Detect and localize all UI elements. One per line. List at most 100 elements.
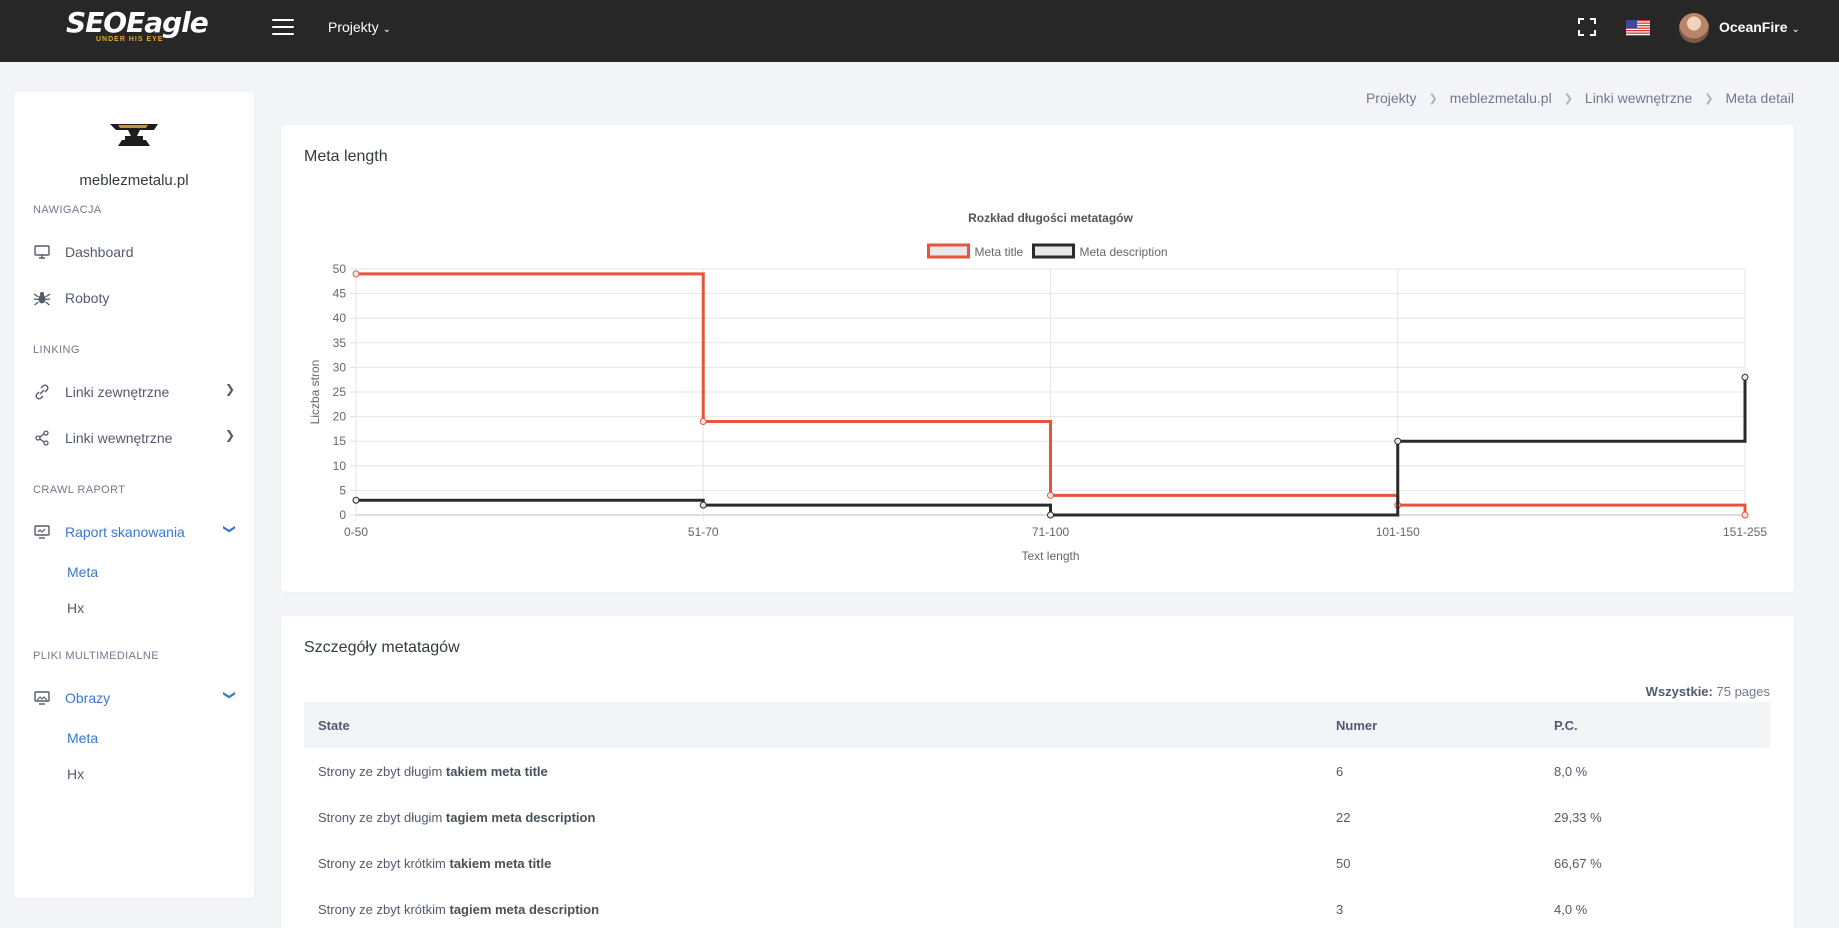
x-tick-label: 71-100 (1032, 525, 1070, 539)
breadcrumb-current: Meta detail (1725, 90, 1794, 106)
meta-length-chart: Rozkład długości metatagów Meta title Meta… (308, 211, 1767, 563)
breadcrumb: Projekty ❯ meblezmetalu.pl ❯ Linki wewnę… (1366, 90, 1794, 106)
state-prefix: Strony ze zbyt krótkim (318, 901, 450, 917)
y-tick-label: 50 (333, 262, 347, 276)
total-label: Wszystkie: (1645, 684, 1713, 699)
y-tick-label: 0 (339, 508, 346, 522)
breadcrumb-internal-links[interactable]: Linki wewnętrzne (1584, 90, 1693, 106)
table-header-row: State Numer P.C. (304, 702, 1770, 748)
anvil-logo-icon (110, 124, 158, 146)
x-tick-label: 0-50 (344, 525, 368, 539)
breadcrumb-projects[interactable]: Projekty (1365, 90, 1417, 106)
table-row: Strony ze zbyt krótkim tagiem meta descr… (304, 886, 1770, 928)
table-cell-number: 22 (1336, 809, 1351, 825)
table-cell-number: 3 (1336, 901, 1344, 917)
sidebar-item-external-links[interactable]: Linki zewnętrzne ❯ (33, 380, 235, 404)
table-cell-pc: 4,0 % (1554, 901, 1588, 917)
section-title-nav: NAWIGACJA (33, 204, 102, 216)
sidebar-subitem-scan-meta[interactable]: Meta (67, 564, 99, 580)
chevron-down-icon: ❯ (222, 523, 237, 535)
projects-label: Projekty (328, 19, 379, 35)
y-tick-label: 45 (333, 287, 347, 301)
username: OceanFire (1719, 19, 1788, 35)
table-card: Szczegóły metatagów Wszystkie: 75 pages … (281, 616, 1794, 928)
data-point (1741, 511, 1749, 519)
sidebar-item-roboty[interactable]: Roboty (33, 286, 235, 310)
state-tag: tagiem meta description (445, 809, 596, 825)
breadcrumb-site[interactable]: meblezmetalu.pl (1449, 90, 1552, 106)
column-header-pc[interactable]: P.C. (1540, 702, 1770, 748)
data-point (1047, 511, 1054, 519)
table-row: Strony ze zbyt długim takiem meta title … (304, 748, 1770, 794)
y-axis-title: Liczba stron (308, 360, 322, 425)
table-cell-number: 6 (1336, 763, 1344, 779)
sidebar-item-label: Raport skanowania (65, 524, 185, 540)
state-tag: takiem meta title (449, 855, 552, 871)
app-logo[interactable]: SEOEagle UNDER HIS EYE (66, 8, 209, 54)
logo-subtitle: UNDER HIS EYE (96, 36, 164, 43)
x-tick-label: 51-70 (688, 525, 719, 539)
sidebar-subitem-scan-hx[interactable]: Hx (67, 600, 85, 616)
state-prefix: Strony ze zbyt długim (318, 809, 446, 825)
data-point (699, 418, 707, 426)
state-prefix: Strony ze zbyt długim (318, 763, 446, 779)
table-cell-state: Strony ze zbyt długim tagiem meta descri… (304, 794, 1322, 840)
y-tick-label: 40 (333, 311, 347, 325)
share-nodes-icon (33, 429, 51, 447)
sidebar-subitem-images-hx[interactable]: Hx (67, 766, 85, 782)
x-axis-title: Text length (1021, 549, 1079, 563)
y-tick-label: 10 (333, 459, 347, 473)
table-cell-pc: 66,67 % (1554, 855, 1602, 871)
sidebar-item-images[interactable]: Obrazy ❯ (33, 686, 237, 710)
sidebar-item-label: Obrazy (65, 690, 111, 706)
state-tag: tagiem meta description (449, 901, 600, 917)
monitor-icon (33, 243, 51, 261)
legend-label: Meta title (975, 245, 1024, 259)
chevron-right-icon: ❯ (224, 382, 235, 396)
site-name: meblezmetalu.pl (79, 172, 189, 189)
table-row: Strony ze zbyt krótkim takiem meta title… (304, 840, 1770, 886)
meta-details-table: State Numer P.C. Strony ze zbyt długim t… (304, 702, 1770, 928)
sidebar: meblezmetalu.pl NAWIGACJA Dashboard Robo… (14, 92, 254, 898)
report-icon (33, 523, 51, 541)
spider-icon (33, 289, 51, 307)
legend-label: Meta description (1080, 245, 1168, 259)
table-row: Strony ze zbyt długim tagiem meta descri… (304, 794, 1770, 840)
us-flag-icon[interactable] (1626, 20, 1650, 36)
breadcrumb-separator-icon: ❯ (1563, 92, 1573, 105)
projects-dropdown[interactable]: Projekty ⌄ (328, 19, 391, 35)
chart-card: Meta length Rozkład długości metatagów Me… (281, 125, 1794, 592)
y-tick-label: 15 (333, 434, 347, 448)
table-cell-number: 50 (1336, 855, 1351, 871)
section-title-linking: LINKING (33, 344, 80, 356)
table-cell-state: Strony ze zbyt krótkim tagiem meta descr… (304, 886, 1322, 928)
section-title-media: PLIKI MULTIMEDIALNE (33, 650, 159, 662)
menu-toggle-icon[interactable] (272, 19, 294, 35)
chevron-down-icon: ⌄ (1791, 24, 1800, 35)
fullscreen-icon[interactable] (1578, 18, 1596, 36)
data-point (352, 270, 360, 278)
section-title-crawl: CRAWL RAPORT (33, 484, 126, 496)
avatar[interactable] (1679, 13, 1709, 43)
column-header-number[interactable]: Numer (1322, 702, 1540, 748)
y-tick-label: 30 (333, 360, 347, 374)
legend-swatch (1032, 243, 1075, 259)
sidebar-item-internal-links[interactable]: Linki wewnętrzne ❯ (33, 426, 235, 450)
sidebar-item-scan-report[interactable]: Raport skanowania ❯ (33, 520, 237, 544)
sidebar-item-label: Roboty (65, 290, 110, 306)
breadcrumb-separator-icon: ❯ (1704, 92, 1714, 105)
table-card-title: Szczegóły metatagów (304, 639, 460, 656)
table-cell-pc: 8,0 % (1554, 763, 1588, 779)
user-menu[interactable]: OceanFire ⌄ (1719, 19, 1800, 35)
chevron-right-icon: ❯ (224, 428, 235, 442)
table-cell-state: Strony ze zbyt długim takiem meta title (304, 748, 1322, 794)
column-header-state[interactable]: State (304, 702, 1322, 748)
sidebar-item-label: Dashboard (65, 244, 134, 260)
sidebar-subitem-images-meta[interactable]: Meta (67, 730, 99, 746)
data-point (352, 496, 360, 504)
x-tick-label: 101-150 (1376, 525, 1420, 539)
breadcrumb-separator-icon: ❯ (1428, 92, 1438, 105)
sidebar-item-dashboard[interactable]: Dashboard (33, 240, 235, 264)
x-tick-label: 151-255 (1723, 525, 1767, 539)
chart-title: Rozkład długości metatagów (968, 211, 1133, 225)
